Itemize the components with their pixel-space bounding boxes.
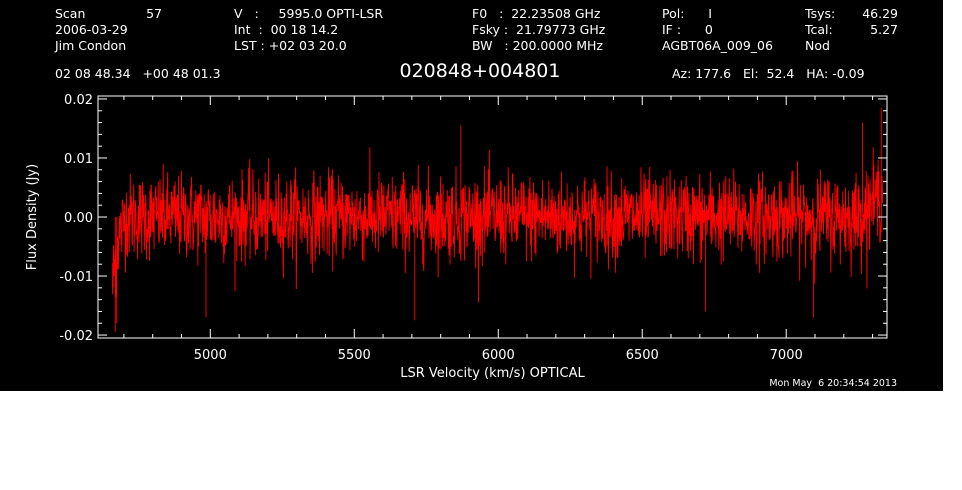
x-tick-label: 7000 <box>770 348 803 363</box>
tcal-value: 5.27 <box>870 22 898 37</box>
if-number: IF : 0 <box>662 22 713 37</box>
plot-window: Scan 57 2006-03-29 Jim Condon V : 5995.0… <box>0 0 943 391</box>
x-tick-label: 6500 <box>626 348 659 363</box>
y-tick-label: 0.02 <box>64 93 93 108</box>
spectrum-chart: 5000 5500 6000 6500 7000 -0.02 -0.01 0.00 0.01 0.… <box>25 93 888 381</box>
velocity-info: V : 5995.0 OPTI-LSR <box>234 6 384 21</box>
x-tick-label: 6000 <box>482 348 515 363</box>
y-tick-label: -0.02 <box>59 329 93 344</box>
switching-mode: Nod <box>805 38 830 53</box>
spectrum-trace <box>111 107 884 333</box>
object-title: 020848+004801 <box>399 60 561 82</box>
rest-frequency: F0 : 22.23508 GHz <box>472 6 601 21</box>
plot-timestamp: Mon May 6 20:34:54 2013 <box>769 378 897 389</box>
y-tick-label: -0.01 <box>59 270 93 285</box>
sky-frequency: Fsky : 21.79773 GHz <box>472 22 606 37</box>
scan-number: 57 <box>146 6 162 21</box>
source-coordinates: 02 08 48.34 +00 48 01.3 <box>55 66 221 81</box>
y-axis-title: Flux Density (Jy) <box>25 164 40 270</box>
y-tick-label: 0.01 <box>64 152 93 167</box>
x-axis-title: LSR Velocity (km/s) OPTICAL <box>400 366 585 381</box>
x-tick-label: 5500 <box>338 348 371 363</box>
y-tick-label: 0.00 <box>64 211 93 226</box>
lst-info: LST : +02 03 20.0 <box>234 38 347 53</box>
polarization: Pol: I <box>662 6 712 21</box>
project-id: AGBT06A_009_06 <box>662 38 773 53</box>
scan-label: Scan <box>55 6 86 21</box>
integration-time: Int : 00 18 14.2 <box>234 22 339 37</box>
pointing-info: Az: 177.6 El: 52.4 HA: -0.09 <box>672 66 865 81</box>
tsys-value: 46.29 <box>862 6 898 21</box>
bandwidth: BW : 200.0000 MHz <box>472 38 603 53</box>
observation-date: 2006-03-29 <box>55 22 128 37</box>
tsys-label: Tsys: <box>805 6 836 21</box>
x-tick-label: 5000 <box>194 348 227 363</box>
observer-name: Jim Condon <box>55 38 127 53</box>
tcal-label: Tcal: <box>805 22 833 37</box>
